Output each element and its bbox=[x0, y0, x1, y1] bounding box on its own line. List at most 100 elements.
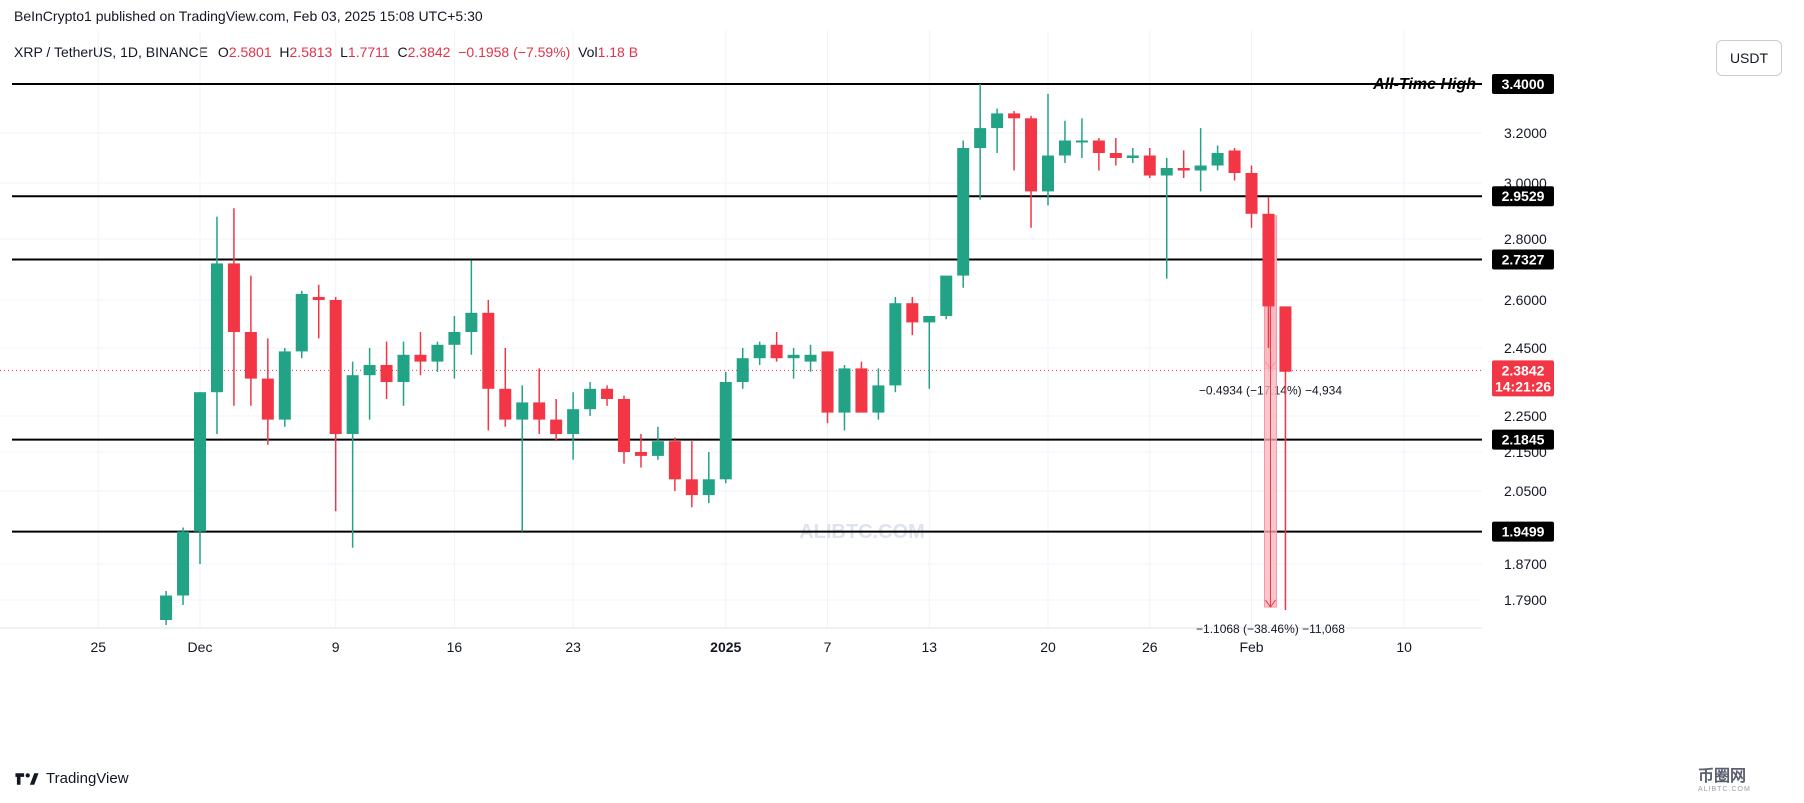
candle-body bbox=[363, 365, 376, 376]
measure-arrow-head bbox=[1265, 599, 1276, 608]
candle-body bbox=[227, 263, 240, 332]
candle-body bbox=[1211, 153, 1224, 166]
high-value: 2.5813 bbox=[289, 44, 333, 60]
candle-body bbox=[940, 275, 953, 316]
low-value: 1.7711 bbox=[347, 44, 390, 60]
x-tick-label: 9 bbox=[332, 639, 340, 655]
x-tick-label: 10 bbox=[1396, 639, 1412, 655]
candle-body bbox=[533, 402, 546, 420]
ohlc-legend: XRP / TetherUS, 1D, BINANCE O2.5801 H2.5… bbox=[14, 44, 638, 60]
candle-body bbox=[1262, 213, 1275, 307]
candle-body bbox=[770, 344, 783, 359]
candle-body bbox=[668, 441, 681, 480]
candle-body bbox=[821, 351, 834, 413]
close-label: C bbox=[397, 44, 408, 60]
candle-body bbox=[431, 344, 444, 362]
candle-body bbox=[685, 479, 698, 496]
candle-body bbox=[1126, 155, 1139, 158]
candle-body bbox=[397, 354, 410, 382]
tradingview-logo-icon bbox=[15, 772, 39, 785]
candle-body bbox=[550, 419, 563, 434]
candle-body bbox=[634, 452, 647, 456]
level-price-label bbox=[1492, 521, 1554, 542]
x-tick-label: 20 bbox=[1040, 639, 1056, 655]
x-tick-label: Dec bbox=[188, 639, 213, 655]
y-tick-label: 2.2500 bbox=[1504, 408, 1547, 424]
countdown-text: 14:21:26 bbox=[1495, 378, 1551, 394]
x-tick-label: Feb bbox=[1239, 639, 1263, 655]
candle-body bbox=[1177, 168, 1190, 171]
candle-body bbox=[261, 378, 274, 420]
measure-readout: −1.1068 (−38.46%) −11,068 bbox=[1196, 622, 1345, 636]
candle-body bbox=[1008, 113, 1021, 119]
level-note: All-Time High bbox=[1372, 76, 1476, 93]
candle-body bbox=[160, 595, 173, 620]
candle-body bbox=[855, 368, 868, 413]
low-label: L bbox=[340, 44, 348, 60]
candle-body bbox=[957, 148, 970, 276]
level-price-text: 2.7327 bbox=[1502, 252, 1545, 268]
candle-body bbox=[482, 312, 495, 389]
candle-body bbox=[1092, 140, 1105, 153]
level-price-text: 3.4000 bbox=[1502, 76, 1545, 92]
candle-body bbox=[1042, 155, 1054, 192]
level-price-text: 2.1845 bbox=[1502, 432, 1545, 448]
candle-body bbox=[804, 354, 817, 362]
level-price-label bbox=[1492, 429, 1554, 450]
candle-body bbox=[567, 409, 580, 434]
level-price-text: 2.9529 bbox=[1502, 188, 1545, 204]
level-price-label bbox=[1492, 74, 1554, 94]
candle-body bbox=[736, 358, 749, 382]
candle-body bbox=[1160, 168, 1173, 176]
chart-grid bbox=[0, 30, 1482, 629]
current-price-text: 2.3842 bbox=[1502, 362, 1545, 378]
y-tick-label: 2.8000 bbox=[1504, 231, 1547, 247]
volume-value: 1.18 B bbox=[597, 44, 639, 60]
candle-body bbox=[584, 388, 597, 410]
candle-body bbox=[516, 402, 529, 420]
candle-body bbox=[1245, 173, 1258, 214]
volume-label: Vol bbox=[578, 44, 598, 60]
candle-body bbox=[380, 365, 393, 382]
high-label: H bbox=[279, 44, 290, 60]
candle-body bbox=[1279, 306, 1292, 372]
candle-body bbox=[889, 303, 902, 386]
candle-body bbox=[838, 368, 851, 413]
time-axis[interactable]: 25 Dec 9 16 23 2025 7 13 20 26 Feb 10 bbox=[90, 639, 1412, 655]
candle-body bbox=[346, 375, 359, 434]
y-tick-label: 3.2000 bbox=[1504, 125, 1547, 141]
candle-body bbox=[312, 296, 325, 300]
currency-button[interactable]: USDT bbox=[1716, 40, 1782, 76]
candle-body bbox=[1025, 118, 1038, 192]
open-value: 2.5801 bbox=[228, 44, 272, 60]
open-label: O bbox=[217, 44, 229, 60]
y-tick-label: 1.8700 bbox=[1504, 556, 1547, 572]
candle-body bbox=[719, 382, 732, 480]
symbol-name[interactable]: XRP / TetherUS, 1D, BINANCE bbox=[14, 44, 208, 60]
level-labels: 3.4000 2.9529 2.7327 2.1845 1.9499 2.384214:2… bbox=[1492, 74, 1554, 542]
x-tick-label: 2025 bbox=[710, 639, 741, 655]
close-value: 2.3842 bbox=[407, 44, 451, 60]
x-tick-label: 13 bbox=[921, 639, 937, 655]
candle-body bbox=[787, 354, 800, 359]
candle-body bbox=[1194, 165, 1207, 171]
watermark-sub: ALIBTC.COM bbox=[1698, 786, 1751, 793]
candle-body bbox=[974, 128, 987, 148]
y-tick-label: 1.7900 bbox=[1504, 592, 1547, 608]
current-price-label bbox=[1492, 360, 1554, 397]
tradingview-logo[interactable]: TradingView bbox=[14, 770, 129, 787]
x-tick-label: 7 bbox=[824, 639, 832, 655]
candle-body bbox=[1109, 153, 1122, 158]
level-price-text: 1.9499 bbox=[1502, 524, 1545, 540]
change-value: −0.1958 (−7.59%) bbox=[458, 44, 571, 60]
watermark: 币圈网 ALIBTC.COM bbox=[1698, 762, 1751, 793]
candle-body bbox=[499, 388, 512, 420]
candle-body bbox=[618, 399, 630, 452]
tradingview-brand: TradingView bbox=[46, 770, 129, 787]
candle-body bbox=[414, 354, 427, 362]
candle-body bbox=[210, 263, 223, 393]
x-tick-label: 26 bbox=[1142, 639, 1158, 655]
candle-body bbox=[465, 312, 478, 332]
candle-body bbox=[991, 113, 1004, 129]
